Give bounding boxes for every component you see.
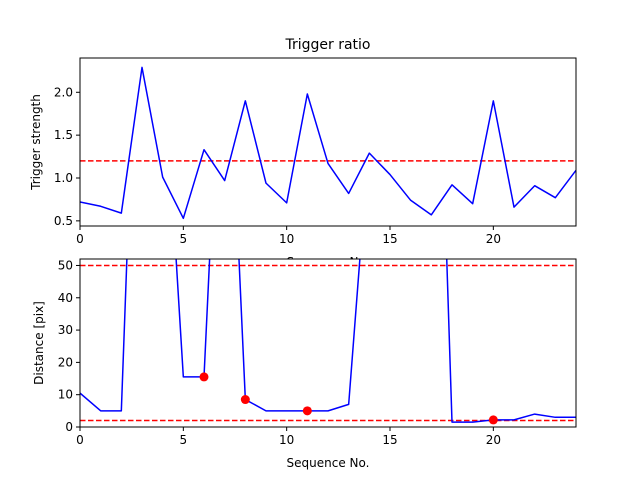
y-tick-label: 2.0 [54,85,73,99]
series-line [80,66,576,220]
x-tick-label: 15 [382,433,397,447]
x-tick-label: 15 [382,232,397,246]
y-axis-label: Trigger strength [29,94,43,191]
x-tick-label: 5 [180,433,188,447]
x-tick-label: 20 [486,433,501,447]
y-tick-label: 30 [58,323,73,337]
x-tick-label: 10 [279,433,294,447]
x-axis-label: Sequence No. [287,456,370,470]
y-tick-label: 10 [58,388,73,402]
highlight-point [302,406,312,416]
chart-title: Trigger ratio [284,37,370,53]
axes-frame [79,57,577,227]
y-tick-label: 20 [58,355,73,369]
y-tick-label: 50 [58,258,73,272]
y-tick-label: 1.0 [54,171,73,185]
x-tick-label: 0 [76,232,84,246]
plot-background [80,259,576,427]
highlight-point [199,372,209,382]
distance-panel: 0 5 10 15 20 0 10 20 30 40 50 Sequence No. Distan… [32,258,577,470]
y-tick-label: 40 [58,291,73,305]
y-tick-label: 0.5 [54,214,73,228]
y-tick-label: 1.5 [54,128,73,142]
y-axis-label: Distance [pix] [32,301,46,385]
axes-frame [79,258,577,428]
x-tick-label: 0 [76,433,84,447]
y-tick-label: 0 [65,420,73,434]
x-tick-label: 20 [486,232,501,246]
plot-background [80,58,576,226]
x-tick-label: 10 [279,232,294,246]
x-tick-label: 5 [180,232,188,246]
highlight-point [240,395,250,405]
highlight-point [488,415,498,425]
